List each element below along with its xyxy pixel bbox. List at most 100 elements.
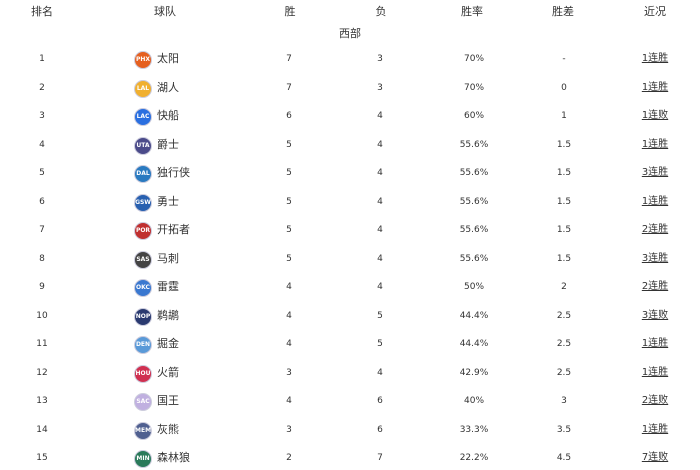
team-name[interactable]: 开拓者 (157, 223, 190, 236)
wins: 4 (286, 339, 292, 349)
header-losses: 负 (375, 5, 387, 18)
team-name[interactable]: 太阳 (157, 52, 179, 65)
win-pct: 55.6% (459, 225, 489, 235)
team-name[interactable]: 独行侠 (157, 166, 190, 179)
losses: 5 (377, 310, 383, 321)
win-pct: 55.6% (459, 196, 489, 207)
team-logo-icon: SAC (134, 393, 152, 411)
table-row: 4 UTA 爵士 5 4 55.6% 1.5 1连胜 (0, 135, 700, 155)
win-pct: 33.3% (459, 424, 489, 435)
wins: 2 (286, 453, 292, 463)
table-row: 6 GSW 勇士 5 4 55.6% 1.5 1连胜 (0, 192, 700, 212)
rank: 2 (39, 82, 45, 93)
win-pct: 40% (463, 396, 485, 406)
win-pct: 44.4% (459, 339, 489, 349)
wins: 3 (286, 367, 292, 378)
table-row: 2 LAL 湖人 7 3 70% 0 1连胜 (0, 78, 700, 98)
streak[interactable]: 1连胜 (641, 81, 669, 93)
games-behind: 2.5 (556, 310, 572, 321)
wins: 4 (286, 396, 292, 406)
wins: 5 (286, 225, 292, 235)
team-name[interactable]: 鹈鹕 (157, 308, 179, 322)
team-name[interactable]: 马刺 (157, 251, 179, 265)
team-logo-icon: MIN (134, 450, 152, 468)
rank: 9 (39, 282, 45, 292)
games-behind: 2.5 (556, 339, 572, 349)
streak[interactable]: 3连败 (641, 309, 669, 321)
rank: 4 (39, 139, 45, 150)
rank: 6 (39, 196, 45, 207)
losses: 3 (377, 54, 383, 64)
games-behind: 3 (561, 396, 567, 406)
header-team: 球队 (154, 5, 176, 18)
team-logo-icon: UTA (134, 136, 152, 155)
team-name[interactable]: 勇士 (157, 194, 179, 208)
table-row: 5 DAL 独行侠 5 4 55.6% 1.5 3连胜 (0, 163, 700, 183)
team-name[interactable]: 湖人 (157, 80, 179, 94)
streak[interactable]: 1连胜 (641, 366, 669, 378)
losses: 4 (377, 139, 383, 150)
streak[interactable]: 2连胜 (641, 224, 669, 235)
losses: 4 (377, 196, 383, 207)
games-behind: 2.5 (556, 367, 572, 378)
games-behind: 1.5 (556, 168, 572, 178)
wins: 5 (286, 253, 292, 264)
team-name[interactable]: 雷霆 (157, 280, 179, 293)
team-name[interactable]: 森林狼 (157, 451, 190, 464)
streak[interactable]: 1连败 (641, 110, 669, 121)
rank: 3 (39, 111, 45, 121)
wins: 7 (286, 82, 292, 93)
team-name[interactable]: 快船 (157, 109, 179, 122)
streak[interactable]: 3连胜 (641, 167, 669, 178)
table-row: 13 SAC 国王 4 6 40% 3 2连败 (0, 391, 700, 411)
team-name[interactable]: 火箭 (157, 365, 179, 379)
rank: 11 (36, 339, 48, 349)
rank: 13 (36, 396, 48, 406)
header-gb: 胜差 (552, 5, 574, 18)
losses: 4 (377, 168, 383, 178)
wins: 5 (286, 168, 292, 178)
table-row: 7 POR 开拓者 5 4 55.6% 1.5 2连胜 (0, 220, 700, 240)
games-behind: 1.5 (556, 253, 572, 264)
streak[interactable]: 1连胜 (641, 138, 669, 150)
streak[interactable]: 3连胜 (641, 252, 669, 264)
team-logo-icon: NOP (134, 307, 152, 326)
games-behind: 1 (561, 111, 567, 121)
games-behind: 1.5 (556, 225, 572, 235)
table-row: 14 MEM 灰熊 3 6 33.3% 3.5 1连胜 (0, 420, 700, 440)
wins: 3 (286, 424, 292, 435)
win-pct: 55.6% (459, 168, 489, 178)
streak[interactable]: 7连败 (641, 452, 669, 463)
rank: 5 (39, 168, 45, 178)
win-pct: 55.6% (459, 253, 489, 264)
team-name[interactable]: 灰熊 (157, 422, 179, 436)
table-header: 排名 球队 胜 负 胜率 胜差 近况 (0, 2, 700, 22)
rank: 1 (39, 54, 45, 64)
streak[interactable]: 1连胜 (641, 195, 669, 207)
streak[interactable]: 2连败 (641, 395, 669, 406)
table-row: 3 LAC 快船 6 4 60% 1 1连败 (0, 106, 700, 126)
header-wins: 胜 (284, 5, 296, 18)
win-pct: 70% (463, 82, 485, 93)
games-behind: 0 (561, 82, 567, 93)
team-name[interactable]: 国王 (157, 394, 179, 407)
streak[interactable]: 1连胜 (641, 338, 669, 349)
team-logo-icon: LAC (134, 108, 152, 126)
team-name[interactable]: 掘金 (157, 337, 179, 350)
losses: 4 (377, 225, 383, 235)
streak[interactable]: 1连胜 (641, 53, 669, 64)
streak[interactable]: 1连胜 (641, 423, 669, 435)
team-name[interactable]: 爵士 (157, 137, 179, 151)
rank: 10 (36, 310, 48, 321)
streak[interactable]: 2连胜 (641, 281, 669, 292)
team-logo-icon: POR (134, 222, 152, 240)
games-behind: 2 (561, 282, 567, 292)
team-logo-icon: SAS (134, 250, 152, 269)
win-pct: 42.9% (459, 367, 489, 378)
losses: 3 (377, 82, 383, 93)
games-behind: 4.5 (556, 453, 572, 463)
losses: 6 (377, 396, 383, 406)
rank: 8 (39, 253, 45, 264)
table-row: 11 DEN 掘金 4 5 44.4% 2.5 1连胜 (0, 334, 700, 354)
wins: 4 (286, 310, 292, 321)
